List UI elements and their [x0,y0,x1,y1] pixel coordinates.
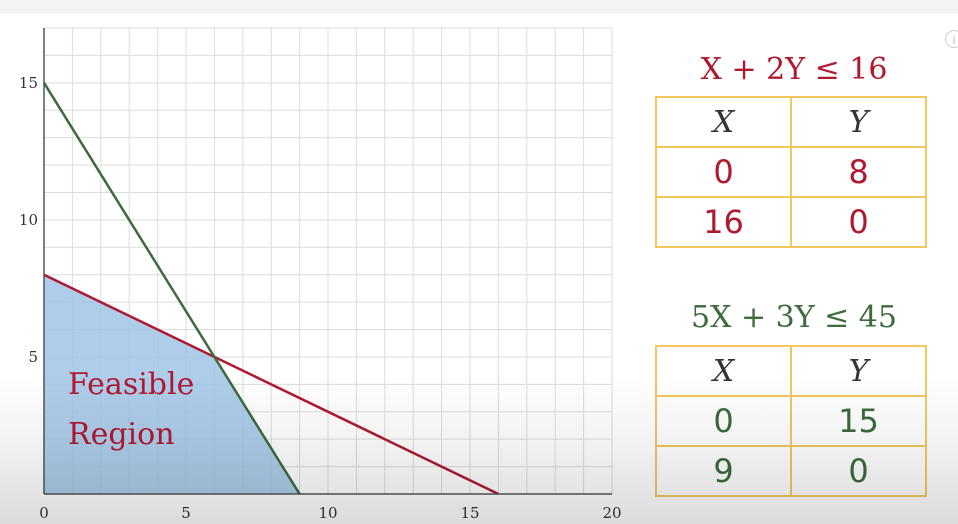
top-bar [0,0,958,14]
chart: 0 5 10 15 20 5 10 15 Feasible Region [19,27,622,522]
table-cell: 15 [790,395,927,447]
table2-title: 5X + 3Y ≤ 45 [691,300,897,335]
table-header-x: X [655,96,792,148]
y-tick-label: 5 [28,348,38,366]
x-tick-label: 20 [602,504,621,522]
constraint-line-2 [42,82,301,495]
table-header-row: X Y [655,345,927,397]
region-label-line2: Region [68,417,175,452]
y-tick-label: 10 [19,211,38,229]
table-cell: 16 [655,196,792,248]
chart-axes [43,28,612,495]
constraint-line-1 [43,273,499,496]
x-tick-label: 0 [39,504,49,522]
table-row: 0 15 [655,395,927,447]
table-row: 9 0 [655,445,927,497]
table-cell: 0 [790,445,927,497]
chart-tick-labels: 0 5 10 15 20 5 10 15 [19,74,622,522]
table-cell: 0 [655,146,792,198]
y-tick-label: 15 [19,74,38,92]
table-row: 16 0 [655,196,927,248]
table-cell: 0 [790,196,927,248]
feasible-region [44,274,300,494]
info-icon[interactable]: i [945,30,958,48]
table-cell: 8 [790,146,927,198]
table1-title: X + 2Y ≤ 16 [700,52,888,87]
table2: X Y 0 15 9 0 [655,345,927,497]
table-header-y: Y [790,345,927,397]
table1: X Y 0 8 16 0 [655,96,927,248]
x-tick-label: 5 [181,504,191,522]
table-header-y: Y [790,96,927,148]
table-row: 0 8 [655,146,927,198]
table-header-row: X Y [655,96,927,148]
table-header-x: X [655,345,792,397]
x-tick-label: 10 [318,504,337,522]
table-cell: 0 [655,395,792,447]
region-label-line1: Feasible [68,367,194,402]
x-tick-label: 15 [460,504,479,522]
table-cell: 9 [655,445,792,497]
constraint-lines [42,82,499,496]
